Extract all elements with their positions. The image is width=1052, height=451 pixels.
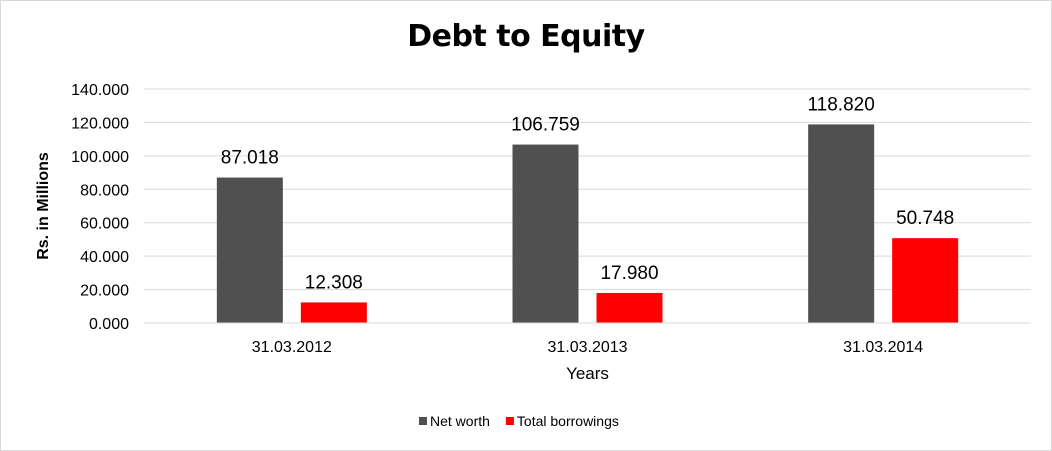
bar-net-worth: [808, 124, 875, 324]
data-label: 118.820: [808, 94, 875, 115]
bar-total-borrowings: [300, 302, 367, 323]
data-label: 106.759: [511, 115, 580, 136]
y-tick-label: 0.000: [89, 316, 129, 333]
y-tick-label: 100.000: [71, 149, 129, 166]
legend: Net worth Total borrowings: [419, 413, 619, 429]
bar-net-worth: [512, 144, 579, 323]
chart-title: Debt to Equity: [407, 19, 645, 54]
bar-total-borrowings: [892, 238, 959, 323]
x-tick-label: 31.03.2014: [843, 339, 923, 356]
y-tick-label: 120.000: [71, 115, 129, 132]
x-axis-ticks: 31.03.2012 31.03.2013 31.03.2014: [252, 339, 924, 356]
x-tick-label: 31.03.2012: [252, 339, 332, 356]
gridlines: [144, 88, 1031, 291]
bar-net-worth: [216, 177, 283, 323]
y-axis-title: Rs. in Millions: [35, 152, 52, 260]
bars: [216, 124, 959, 324]
x-axis-title: Years: [566, 364, 609, 383]
y-tick-label: 60.000: [80, 216, 129, 233]
y-tick-label: 80.000: [80, 182, 129, 199]
legend-swatch-net-worth: [419, 417, 427, 425]
data-label: 50.748: [896, 208, 954, 229]
data-labels: 87.018 12.308 106.759 17.980 118.820 50.748: [221, 94, 954, 293]
legend-swatch-total-borrowings: [505, 417, 514, 425]
bar-total-borrowings: [596, 292, 663, 323]
x-tick-label: 31.03.2013: [547, 339, 627, 356]
y-tick-label: 40.000: [80, 249, 129, 266]
y-tick-label: 140.000: [71, 82, 129, 99]
data-label: 12.308: [305, 272, 363, 293]
legend-label-net-worth: Net worth: [430, 413, 490, 429]
y-axis-ticks: 0.000 20.000 40.000 60.000 80.000 100.000 120.…: [71, 82, 129, 333]
data-label: 17.980: [600, 263, 658, 284]
data-label: 87.018: [221, 148, 279, 169]
legend-label-total-borrowings: Total borrowings: [517, 413, 619, 429]
y-tick-label: 20.000: [80, 283, 129, 300]
